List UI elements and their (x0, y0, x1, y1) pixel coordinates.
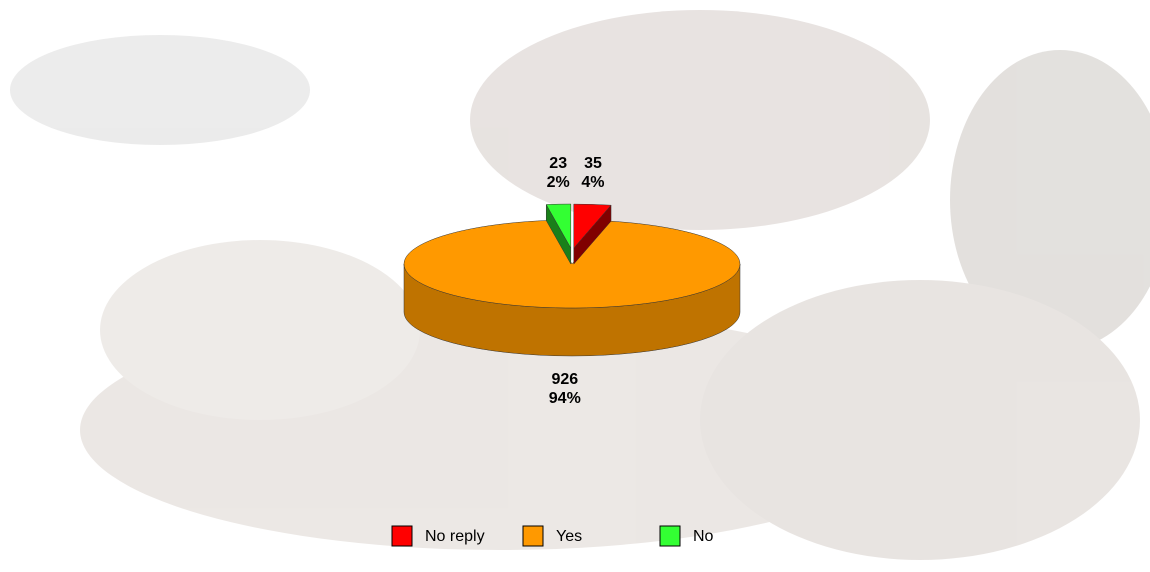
pie: 926 94% 35 4% 23 2% (403, 155, 741, 407)
value-label: 23 (549, 155, 567, 172)
background-photo (10, 10, 1150, 560)
slice (573, 203, 612, 265)
legend-label: No (693, 528, 714, 545)
percent-label: 94% (549, 390, 581, 407)
value-label: 926 (551, 371, 578, 388)
legend: No reply Yes No (391, 525, 714, 547)
legend-swatch (391, 525, 413, 547)
percent-label: 2% (547, 174, 570, 191)
legend-label: Yes (556, 528, 582, 545)
slice-top (573, 203, 612, 249)
slice-top (545, 203, 572, 249)
value-label: 35 (584, 155, 602, 172)
legend-swatch (522, 525, 544, 547)
slice (403, 220, 741, 357)
slice (545, 203, 572, 265)
legend-label: No reply (425, 528, 485, 545)
percent-label: 4% (581, 174, 604, 191)
legend-swatch (659, 525, 681, 547)
slice-top (403, 220, 741, 309)
